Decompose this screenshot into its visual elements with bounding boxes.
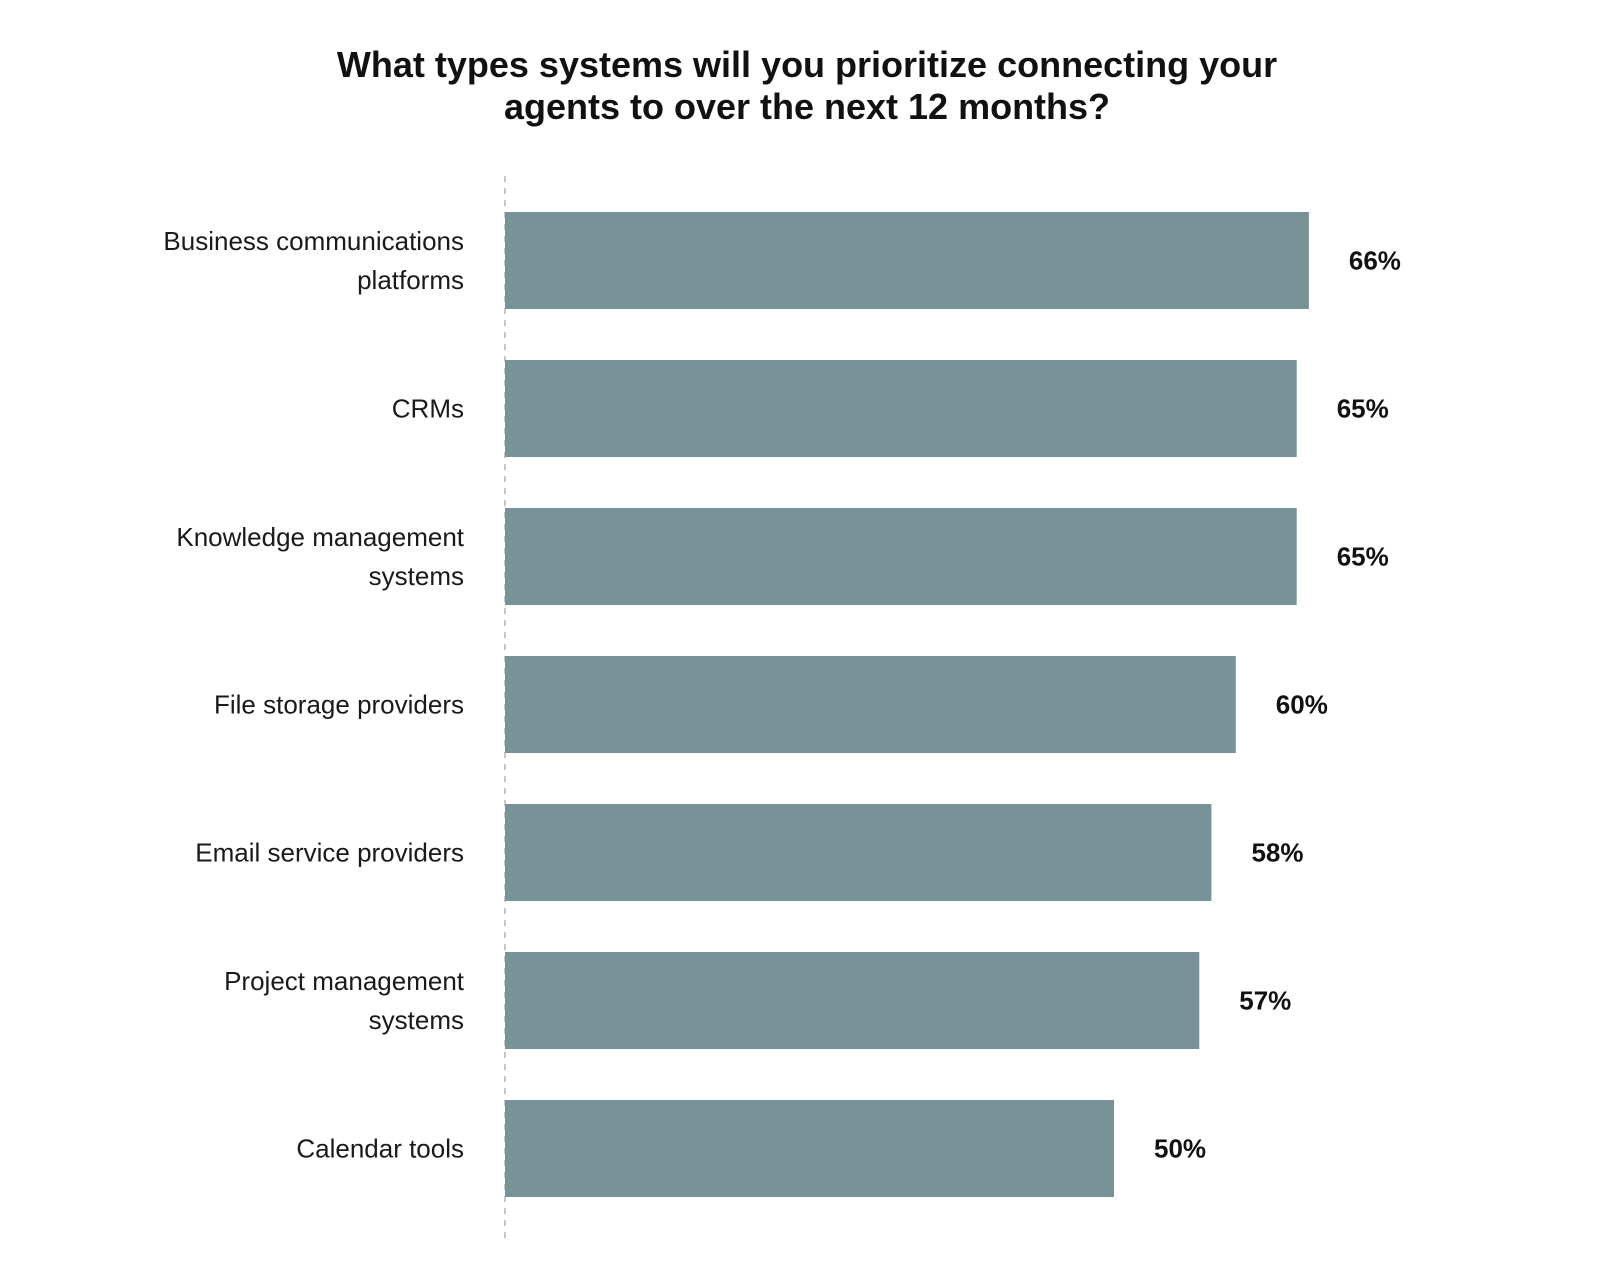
category-label-2-line-0: Knowledge management xyxy=(176,522,464,552)
category-label-5-line-0: Project management xyxy=(224,966,465,996)
value-label-5: 57% xyxy=(1239,986,1291,1016)
category-label-2-line-1: systems xyxy=(369,561,464,591)
category-label-4-line-0: Email service providers xyxy=(195,838,464,868)
category-labels-group: Business communications platforms CRMs Know… xyxy=(163,226,464,1164)
chart-title: What types systems will you prioritize c… xyxy=(0,44,1614,128)
bar-1 xyxy=(505,360,1297,457)
category-label-0-line-1: platforms xyxy=(357,265,464,295)
value-label-3: 60% xyxy=(1276,690,1328,720)
value-label-1: 65% xyxy=(1337,394,1389,424)
category-label-0-line-0: Business communications xyxy=(163,226,464,256)
bars-group xyxy=(505,212,1309,1197)
bar-0 xyxy=(505,212,1309,309)
category-label-5-line-1: systems xyxy=(369,1005,464,1035)
category-label-0: Business communications platforms xyxy=(163,226,464,295)
category-label-6-line-0: Calendar tools xyxy=(296,1134,464,1164)
category-label-3: File storage providers xyxy=(214,690,464,720)
bar-6 xyxy=(505,1100,1114,1197)
bar-3 xyxy=(505,656,1236,753)
chart-title-line-2: agents to over the next 12 months? xyxy=(503,86,1111,127)
category-label-3-line-0: File storage providers xyxy=(214,690,464,720)
value-label-6: 50% xyxy=(1154,1134,1206,1164)
category-label-2: Knowledge management systems xyxy=(176,522,464,591)
category-label-1: CRMs xyxy=(392,394,464,424)
value-label-0: 66% xyxy=(1349,246,1401,276)
category-label-4: Email service providers xyxy=(195,838,464,868)
bar-2 xyxy=(505,508,1297,605)
category-label-5: Project management systems xyxy=(224,966,465,1035)
chart-title-line-1: What types systems will you prioritize c… xyxy=(336,44,1278,85)
value-label-2: 65% xyxy=(1337,542,1389,572)
value-label-4: 58% xyxy=(1251,838,1303,868)
bar-5 xyxy=(505,952,1200,1049)
category-label-6: Calendar tools xyxy=(296,1134,464,1164)
bar-4 xyxy=(505,804,1212,901)
value-labels-group: 66% 65% 65% 60% 58% 57% 50% xyxy=(1154,246,1401,1164)
category-label-1-line-0: CRMs xyxy=(392,394,464,424)
